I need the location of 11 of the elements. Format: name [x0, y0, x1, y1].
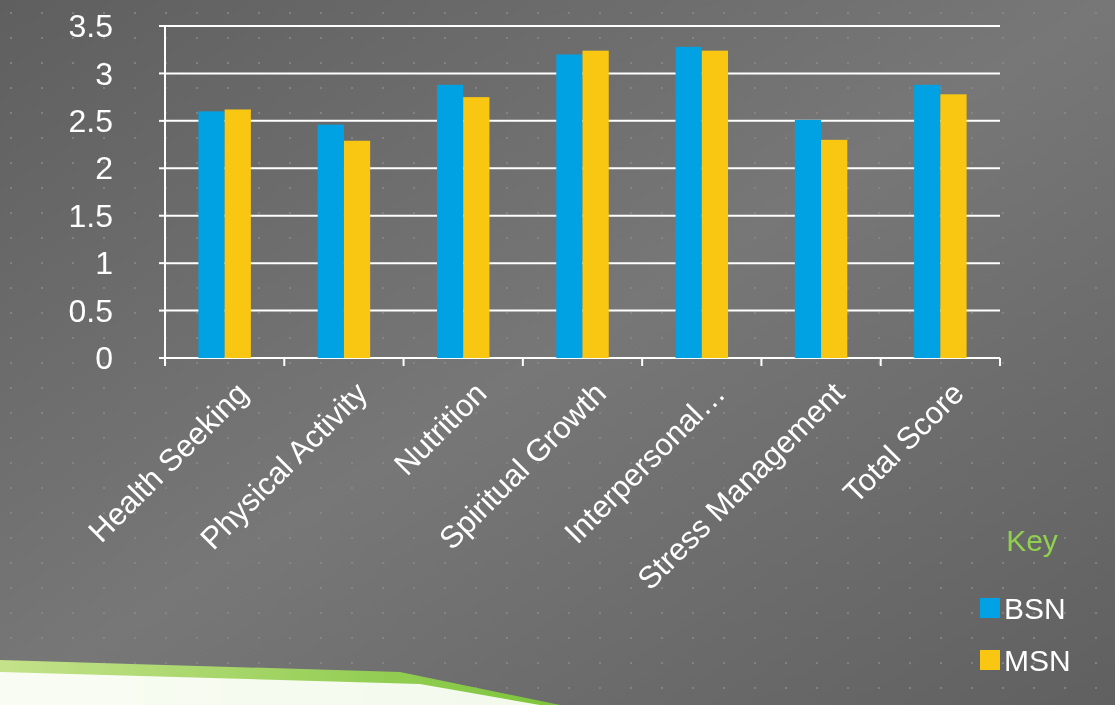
- y-tick-label: 2: [95, 150, 113, 187]
- legend-title: Key: [1006, 523, 1058, 557]
- legend-label: MSN: [1004, 643, 1071, 677]
- y-tick-label: 3.5: [68, 8, 113, 45]
- legend-label: BSN: [1004, 591, 1066, 625]
- y-tick-label: 2.5: [68, 103, 113, 140]
- y-tick-label: 0.5: [68, 292, 113, 329]
- y-tick-label: 1: [95, 245, 113, 282]
- y-tick-label: 3: [95, 55, 113, 92]
- y-tick-label: 0: [95, 340, 113, 377]
- y-tick-label: 1.5: [68, 197, 113, 234]
